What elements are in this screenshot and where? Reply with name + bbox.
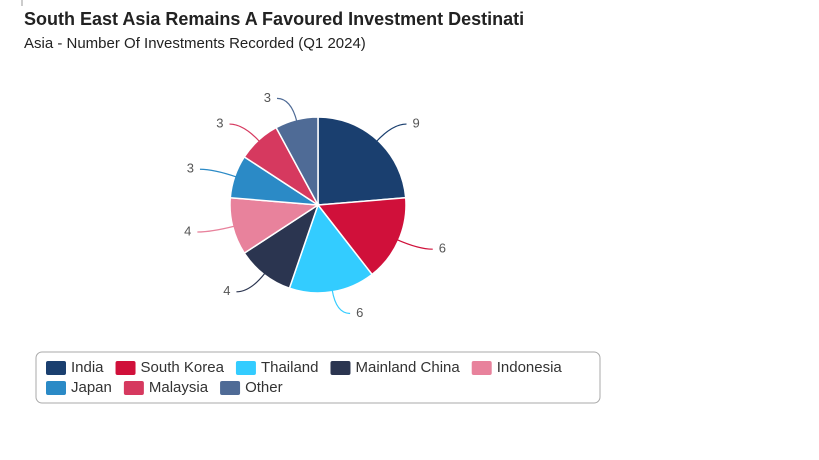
data-label: 4 bbox=[184, 223, 191, 238]
legend-label: Indonesia bbox=[497, 359, 563, 376]
legend-label: Malaysia bbox=[149, 379, 209, 396]
legend-swatch bbox=[123, 381, 144, 395]
leader-line bbox=[199, 168, 237, 178]
legend-swatch bbox=[46, 381, 66, 395]
chart-subtitle: Asia - Number Of Investments Recorded (Q… bbox=[24, 35, 366, 52]
pie-slice bbox=[317, 116, 407, 206]
leader-line bbox=[396, 238, 433, 250]
legend-swatch bbox=[330, 361, 351, 375]
data-label: 3 bbox=[216, 116, 223, 131]
data-label: 4 bbox=[223, 283, 230, 298]
data-label: 6 bbox=[356, 305, 363, 320]
legend-swatch bbox=[471, 361, 492, 375]
leader-line bbox=[197, 225, 235, 233]
legend-label: Mainland China bbox=[355, 359, 460, 376]
data-label: 3 bbox=[264, 90, 271, 105]
legend-box bbox=[35, 351, 601, 404]
leader-line bbox=[331, 289, 351, 315]
legend-label: Other bbox=[245, 379, 283, 396]
data-label: 3 bbox=[187, 161, 194, 176]
data-label: 6 bbox=[439, 241, 446, 256]
leader-line bbox=[276, 97, 298, 122]
legend-label: Japan bbox=[71, 379, 112, 396]
legend-swatch bbox=[235, 361, 256, 375]
chart-title: South East Asia Remains A Favoured Inves… bbox=[24, 9, 524, 29]
leader-line bbox=[229, 123, 261, 143]
legend-swatch bbox=[46, 361, 66, 375]
leader-line bbox=[375, 123, 407, 143]
legend-label: India bbox=[71, 359, 104, 376]
legend-swatch bbox=[115, 361, 136, 375]
legend-swatch bbox=[220, 381, 241, 395]
legend-label: South Korea bbox=[141, 359, 225, 376]
leader-line bbox=[236, 272, 266, 293]
legend-label: Thailand bbox=[261, 359, 319, 376]
data-label: 9 bbox=[413, 116, 420, 131]
